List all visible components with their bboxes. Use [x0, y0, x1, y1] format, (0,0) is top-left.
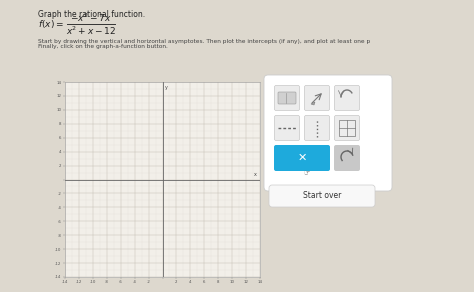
FancyBboxPatch shape — [269, 185, 375, 207]
FancyBboxPatch shape — [304, 86, 329, 110]
Text: $f(x) =$: $f(x) =$ — [38, 18, 64, 30]
Text: Graph the rational function.: Graph the rational function. — [38, 10, 145, 19]
FancyBboxPatch shape — [274, 116, 300, 140]
Text: y: y — [165, 85, 168, 90]
Text: ✕: ✕ — [297, 153, 307, 163]
Bar — [339, 120, 355, 136]
Text: $-x^2 - 7x$: $-x^2 - 7x$ — [70, 11, 112, 24]
Text: $x^2 + x - 12$: $x^2 + x - 12$ — [66, 24, 116, 37]
Text: x: x — [255, 172, 257, 177]
FancyBboxPatch shape — [274, 145, 330, 171]
Text: ☞: ☞ — [304, 170, 310, 176]
Text: Finally, click on the graph-a-function button.: Finally, click on the graph-a-function b… — [38, 44, 168, 49]
FancyBboxPatch shape — [274, 86, 300, 110]
FancyBboxPatch shape — [335, 86, 359, 110]
FancyBboxPatch shape — [335, 116, 359, 140]
Polygon shape — [311, 102, 315, 105]
FancyBboxPatch shape — [264, 75, 392, 191]
FancyBboxPatch shape — [334, 145, 360, 171]
Text: Start over: Start over — [303, 192, 341, 201]
Bar — [65, 82, 260, 277]
FancyBboxPatch shape — [304, 116, 329, 140]
FancyBboxPatch shape — [278, 92, 296, 104]
Text: Start by drawing the vertical and horizontal asymptotes. Then plot the intercept: Start by drawing the vertical and horizo… — [38, 39, 370, 44]
